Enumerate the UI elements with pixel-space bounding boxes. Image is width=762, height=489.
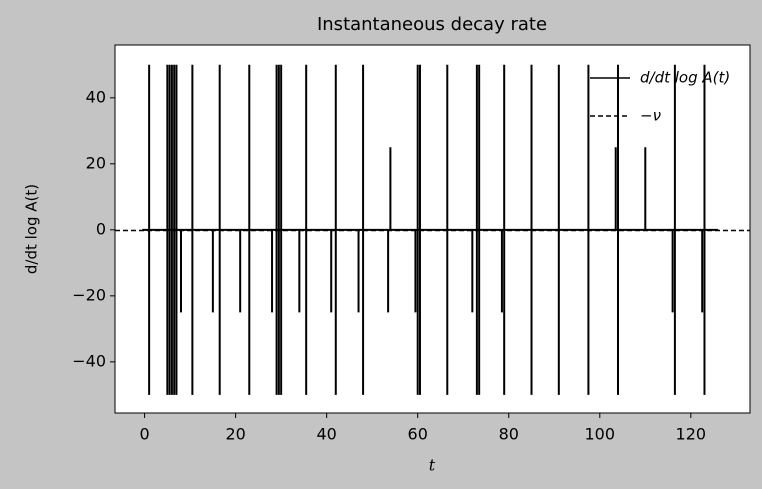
x-tick-label: 20 xyxy=(225,425,245,444)
y-tick-label: −20 xyxy=(72,285,106,304)
chart-title: Instantaneous decay rate xyxy=(317,14,547,35)
y-tick-label: 0 xyxy=(96,219,106,238)
axes-frame xyxy=(114,44,751,414)
y-tick-label: −40 xyxy=(72,351,106,370)
x-tick-label: 60 xyxy=(408,425,428,444)
x-tick-label: 120 xyxy=(676,425,707,444)
x-tick-label: 80 xyxy=(499,425,519,444)
data-line xyxy=(142,64,719,395)
x-tick-label: 100 xyxy=(585,425,616,444)
x-axis-label: t xyxy=(429,456,436,475)
y-tick-label: 40 xyxy=(86,87,106,106)
legend-label: −ν xyxy=(640,107,661,125)
x-tick-label: 40 xyxy=(316,425,336,444)
x-tick-label: 0 xyxy=(139,425,149,444)
y-tick-label: 20 xyxy=(86,153,106,172)
legend-label: d/dt log A(t) xyxy=(640,69,730,87)
y-axis-label: d/dt log A(t) xyxy=(23,184,41,274)
